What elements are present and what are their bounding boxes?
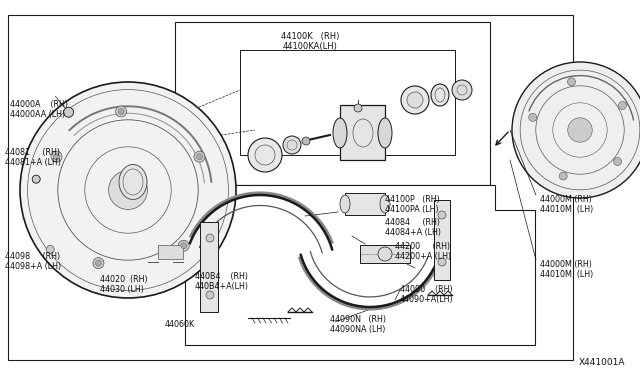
Text: 44100PA (LH): 44100PA (LH) [385, 205, 438, 214]
Circle shape [206, 234, 214, 242]
Text: 44090+A(LH): 44090+A(LH) [400, 295, 454, 304]
Ellipse shape [340, 195, 350, 213]
Circle shape [196, 154, 202, 160]
Circle shape [407, 92, 423, 108]
Circle shape [194, 151, 205, 162]
Circle shape [180, 243, 187, 249]
Circle shape [248, 138, 282, 172]
Circle shape [118, 109, 124, 115]
Text: 440B4    (RH): 440B4 (RH) [195, 272, 248, 281]
Circle shape [354, 104, 362, 112]
Circle shape [109, 170, 147, 209]
Text: 44030 (LH): 44030 (LH) [100, 285, 144, 294]
Bar [175, 22, 490, 185]
Text: 44084+A (LH): 44084+A (LH) [385, 228, 441, 237]
Circle shape [116, 106, 127, 117]
Bar [434, 200, 450, 280]
Bar [158, 245, 183, 259]
Text: 44100P   (RH): 44100P (RH) [385, 195, 440, 204]
Text: 44084     (RH): 44084 (RH) [385, 218, 440, 227]
Circle shape [93, 257, 104, 269]
Circle shape [206, 291, 214, 299]
Text: 44098     (RH): 44098 (RH) [5, 252, 60, 261]
Circle shape [46, 246, 54, 253]
Ellipse shape [119, 164, 147, 199]
Text: 44090N   (RH): 44090N (RH) [330, 315, 386, 324]
Text: 44090NA (LH): 44090NA (LH) [330, 325, 385, 334]
Circle shape [559, 172, 567, 180]
Text: 44000A    (RH): 44000A (RH) [10, 100, 68, 109]
Text: 44010M  (LH): 44010M (LH) [540, 270, 593, 279]
Circle shape [95, 260, 102, 266]
Bar [340, 105, 385, 160]
Text: 44020  (RH): 44020 (RH) [100, 275, 148, 284]
Text: 44010M  (LH): 44010M (LH) [540, 205, 593, 214]
Text: 44200+A (LH): 44200+A (LH) [395, 252, 451, 261]
Circle shape [179, 240, 189, 251]
Circle shape [63, 107, 74, 117]
Circle shape [512, 62, 640, 198]
Circle shape [568, 118, 592, 142]
Bar [200, 222, 218, 312]
Text: 44000M (RH): 44000M (RH) [540, 260, 592, 269]
Circle shape [568, 78, 575, 86]
Ellipse shape [380, 195, 390, 213]
Circle shape [614, 157, 621, 166]
Polygon shape [185, 185, 535, 345]
Text: 44090    (RH): 44090 (RH) [400, 285, 452, 294]
Circle shape [452, 80, 472, 100]
Text: 44100K   (RH): 44100K (RH) [281, 32, 339, 41]
Circle shape [529, 113, 537, 121]
Text: 44098+A (LH): 44098+A (LH) [5, 262, 61, 271]
Ellipse shape [333, 118, 347, 148]
Bar [8, 15, 573, 360]
Text: 44000M (RH): 44000M (RH) [540, 195, 592, 204]
Circle shape [51, 151, 62, 162]
Ellipse shape [431, 84, 449, 106]
Text: 44060K: 44060K [165, 320, 195, 329]
Circle shape [438, 258, 446, 266]
Text: X441001A: X441001A [579, 358, 625, 367]
Circle shape [32, 175, 40, 183]
Circle shape [283, 136, 301, 154]
Circle shape [401, 86, 429, 114]
Ellipse shape [378, 118, 392, 148]
Circle shape [618, 102, 627, 109]
Bar [360, 245, 410, 263]
Text: 44000AA (LH): 44000AA (LH) [10, 110, 65, 119]
Circle shape [54, 154, 60, 160]
Text: 44081+A (LH): 44081+A (LH) [5, 158, 61, 167]
Circle shape [378, 247, 392, 261]
Text: 44200     (RH): 44200 (RH) [395, 242, 450, 251]
Circle shape [20, 82, 236, 298]
Text: 44081     (RH): 44081 (RH) [5, 148, 60, 157]
Text: 440B4+A(LH): 440B4+A(LH) [195, 282, 249, 291]
Bar [345, 193, 385, 215]
Circle shape [438, 211, 446, 219]
Bar [240, 50, 455, 155]
Text: 44100KA(LH): 44100KA(LH) [283, 42, 337, 51]
Circle shape [302, 137, 310, 145]
